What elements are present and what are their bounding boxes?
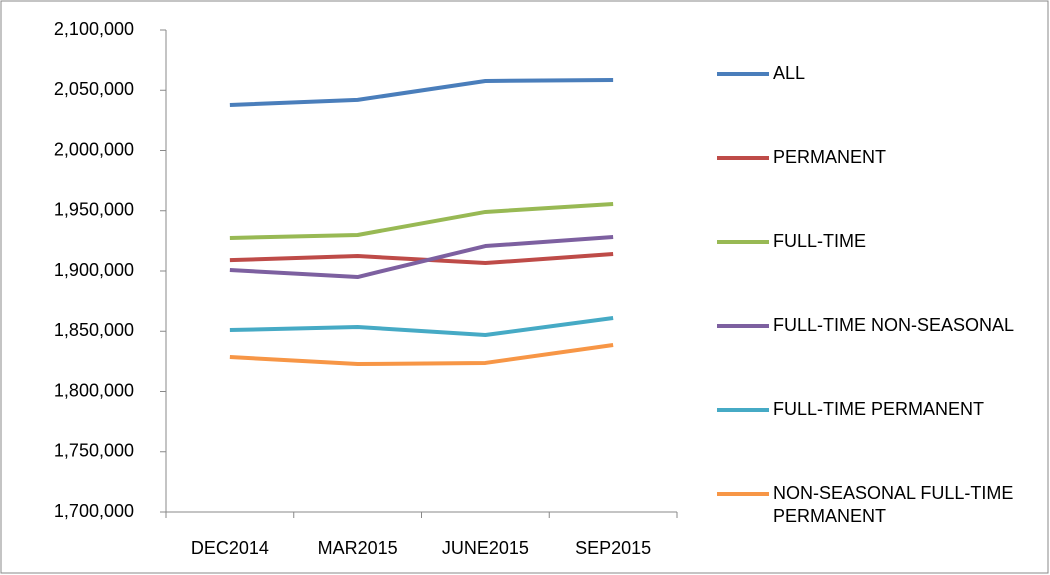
legend-swatch xyxy=(717,324,769,328)
legend-swatch xyxy=(717,72,769,76)
series-line xyxy=(229,316,614,337)
x-tick-label: MAR2015 xyxy=(318,538,398,558)
y-tick-label: 1,850,000 xyxy=(54,320,134,340)
x-tick-label: DEC2014 xyxy=(191,538,269,558)
y-tick-label: 1,750,000 xyxy=(54,441,134,461)
y-tick-label: 2,000,000 xyxy=(54,139,134,159)
series-line xyxy=(229,202,614,240)
series-line xyxy=(229,235,614,280)
legend-swatch xyxy=(717,408,769,412)
legend-label: FULL-TIME NON-SEASONAL xyxy=(773,315,1015,335)
legend-entry: FULL-TIME NON-SEASONAL xyxy=(717,314,1047,337)
y-tick-label: 1,700,000 xyxy=(54,501,134,521)
legend-label: ALL xyxy=(773,63,806,83)
y-tick-label: 1,800,000 xyxy=(54,380,134,400)
y-tick-label: 2,100,000 xyxy=(54,19,134,39)
legend-label: NON-SEASONAL FULL-TIME PERMANENT xyxy=(773,483,1014,526)
x-tick-label: SEP2015 xyxy=(575,538,651,558)
legend-label: FULL-TIME xyxy=(773,231,867,251)
y-tick-label: 2,050,000 xyxy=(54,79,134,99)
legend-entry: FULL-TIME xyxy=(717,230,1047,253)
legend-entry: FULL-TIME PERMANENT xyxy=(717,398,1047,421)
y-tick-label: 1,950,000 xyxy=(54,200,134,220)
legend-swatch xyxy=(717,240,769,244)
legend-entry: ALL xyxy=(717,62,1047,85)
x-tick-label: JUNE2015 xyxy=(442,538,529,558)
legend-label: FULL-TIME PERMANENT xyxy=(773,399,985,419)
legend-entry: PERMANENT xyxy=(717,146,1047,169)
series-line xyxy=(229,78,614,107)
series-line xyxy=(229,343,614,367)
legend-swatch xyxy=(717,492,769,496)
legend-entry: NON-SEASONAL FULL-TIME PERMANENT xyxy=(717,482,1047,528)
legend-swatch xyxy=(717,156,769,160)
y-tick-label: 1,900,000 xyxy=(54,260,134,280)
legend-label: PERMANENT xyxy=(773,147,887,167)
